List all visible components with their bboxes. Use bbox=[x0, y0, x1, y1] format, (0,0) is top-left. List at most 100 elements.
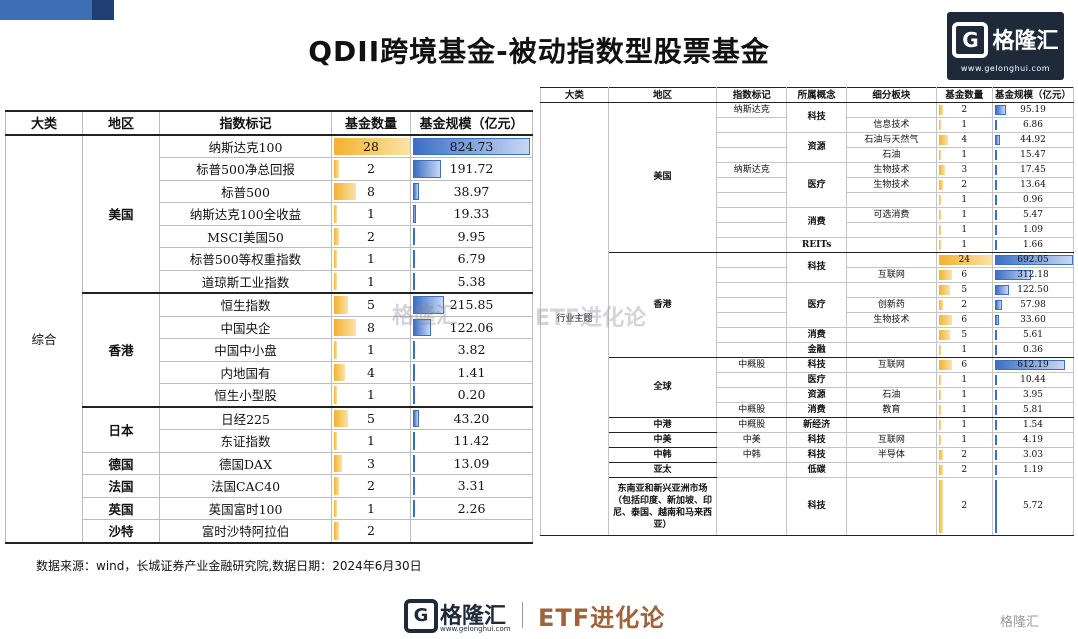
region-cell: 德国 bbox=[82, 451, 160, 475]
scale-cell-bar bbox=[413, 296, 445, 314]
index-cell: 恒生小型股 bbox=[159, 383, 332, 408]
count-cell-value: 3 bbox=[367, 455, 375, 471]
count-cell-bar bbox=[334, 386, 337, 404]
table-row: 亚太 低碳 2 1.19 bbox=[541, 462, 1075, 478]
r-scale-cell-value: 1.09 bbox=[1022, 224, 1044, 235]
header-category: 大类 bbox=[5, 110, 83, 136]
r-sector-cell bbox=[846, 417, 937, 433]
count-cell-bar bbox=[334, 409, 349, 427]
scale-cell-bar bbox=[413, 272, 415, 290]
r-scale-cell: 1.54 bbox=[991, 417, 1075, 433]
r-concept-cell: 科技 bbox=[786, 252, 848, 283]
r-header-scale: 基金规模（亿元） bbox=[991, 87, 1075, 103]
r-scale-cell-bar bbox=[994, 135, 1001, 145]
r-count-cell: 24 bbox=[935, 252, 993, 268]
r-count-cell-value: 2 bbox=[961, 501, 968, 511]
scale-cell: 11.42 bbox=[410, 429, 533, 453]
data-source-note: 数据来源：wind，长城证券产业金融研究院,数据日期：2024年6月30日 bbox=[36, 559, 422, 573]
r-scale-cell-value: 95.19 bbox=[1020, 104, 1046, 115]
r-scale-cell-value: 17.45 bbox=[1020, 164, 1046, 175]
table-row: MSCI美国50 2 9.95 bbox=[6, 224, 533, 248]
scale-cell: 215.85 bbox=[410, 292, 533, 317]
count-cell-value: 1 bbox=[367, 273, 375, 289]
r-count-cell-bar bbox=[938, 270, 953, 280]
r-count-cell-bar bbox=[938, 255, 993, 265]
r-count-cell: 6 bbox=[935, 312, 993, 328]
r-concept-cell: 消费 bbox=[786, 327, 848, 343]
r-scale-cell: 5.72 bbox=[991, 477, 1075, 536]
r-scale-cell-bar bbox=[994, 180, 997, 190]
count-cell: 8 bbox=[331, 315, 411, 339]
r-concept-cell: 资源 bbox=[786, 132, 848, 163]
header-index: 指数标记 bbox=[159, 110, 332, 136]
r-count-cell: 1 bbox=[935, 237, 993, 253]
table-row: 创新药 2 57.98 bbox=[541, 297, 1075, 313]
r-region-cell: 中港 bbox=[607, 417, 718, 433]
r-count-cell-bar bbox=[938, 300, 944, 310]
r-concept-cell: 科技 bbox=[786, 432, 848, 448]
r-count-cell: 2 bbox=[935, 177, 993, 193]
category-cell: 综合 bbox=[5, 134, 83, 544]
r-sector-cell bbox=[846, 102, 937, 118]
r-sector-cell: 教育 bbox=[846, 402, 937, 418]
region-cell: 美国 bbox=[82, 134, 160, 294]
r-scale-cell: 0.96 bbox=[991, 192, 1075, 208]
r-count-cell-value: 1 bbox=[961, 119, 968, 130]
r-count-cell-bar bbox=[938, 450, 944, 460]
scale-cell-value: 3.31 bbox=[457, 478, 486, 494]
r-concept-cell: 科技 bbox=[786, 477, 848, 536]
r-scale-cell: 3.95 bbox=[991, 387, 1075, 403]
r-count-cell-value: 5 bbox=[961, 329, 968, 340]
table-row: 信息技术 1 6.86 bbox=[541, 117, 1075, 133]
r-count-cell-value: 1 bbox=[961, 239, 968, 250]
r-sector-cell: 石油与天然气 bbox=[846, 132, 937, 148]
footer-logo-name: 格隆汇 bbox=[440, 604, 507, 629]
r-count-cell: 1 bbox=[935, 417, 993, 433]
r-concept-cell: 消费 bbox=[786, 207, 848, 238]
r-count-cell-bar bbox=[938, 405, 941, 415]
table-row: 全球 中概股 科技 互联网 6 612.19 bbox=[541, 357, 1075, 418]
index-cell: 法国CAC40 bbox=[159, 474, 332, 498]
r-sector-cell: 石油 bbox=[846, 147, 937, 163]
r-concept-cell: REITs bbox=[786, 237, 848, 253]
r-scale-cell: 3.03 bbox=[991, 447, 1075, 463]
r-scale-cell-value: 15.47 bbox=[1020, 149, 1046, 160]
r-index-cell: 中韩 bbox=[716, 447, 788, 463]
r-scale-cell-bar bbox=[994, 165, 997, 175]
table-row: 东南亚和新兴亚洲市场（包括印度、新加坡、印尼、泰国、越南和马来西亚） 科技 2 5.7… bbox=[541, 477, 1075, 536]
count-cell-bar bbox=[334, 137, 410, 155]
table-row: 互联网 6 312.18 bbox=[541, 267, 1075, 283]
r-sector-cell bbox=[846, 192, 937, 208]
r-index-cell bbox=[716, 147, 788, 163]
r-scale-cell: 44.92 bbox=[991, 132, 1075, 148]
r-scale-cell: 15.47 bbox=[991, 147, 1075, 163]
count-cell-value: 1 bbox=[367, 387, 375, 403]
r-count-cell-value: 1 bbox=[961, 209, 968, 220]
r-index-cell bbox=[716, 477, 788, 536]
r-count-cell-bar bbox=[938, 165, 946, 175]
r-sector-cell bbox=[846, 252, 937, 268]
r-scale-cell-bar bbox=[994, 375, 997, 385]
scale-cell-bar bbox=[413, 137, 531, 155]
r-scale-cell-value: 1.66 bbox=[1022, 239, 1044, 250]
r-count-cell-bar bbox=[938, 240, 941, 250]
r-concept-cell: 新经济 bbox=[786, 417, 848, 433]
scale-cell-bar bbox=[413, 477, 415, 495]
r-concept-cell: 医疗 bbox=[786, 372, 848, 388]
scale-cell-bar bbox=[413, 160, 441, 178]
index-cell: 英国富时100 bbox=[159, 496, 332, 520]
r-count-cell-bar bbox=[938, 390, 941, 400]
r-sector-cell bbox=[846, 462, 937, 478]
r-index-cell: 中概股 bbox=[716, 417, 788, 433]
r-index-cell bbox=[716, 327, 788, 343]
r-index-cell: 中概股 bbox=[716, 402, 788, 418]
r-scale-cell: 122.50 bbox=[991, 282, 1075, 298]
table-row: 纳斯达克100全收益 1 19.33 bbox=[6, 202, 533, 226]
r-count-cell: 3 bbox=[935, 162, 993, 178]
table-row: 金融 1 0.36 bbox=[541, 342, 1075, 358]
r-scale-cell-value: 1.54 bbox=[1022, 419, 1044, 430]
r-count-cell-value: 1 bbox=[961, 389, 968, 400]
r-count-cell-bar bbox=[938, 315, 953, 325]
r-scale-cell-bar bbox=[994, 435, 997, 445]
r-scale-cell-bar bbox=[994, 150, 997, 160]
